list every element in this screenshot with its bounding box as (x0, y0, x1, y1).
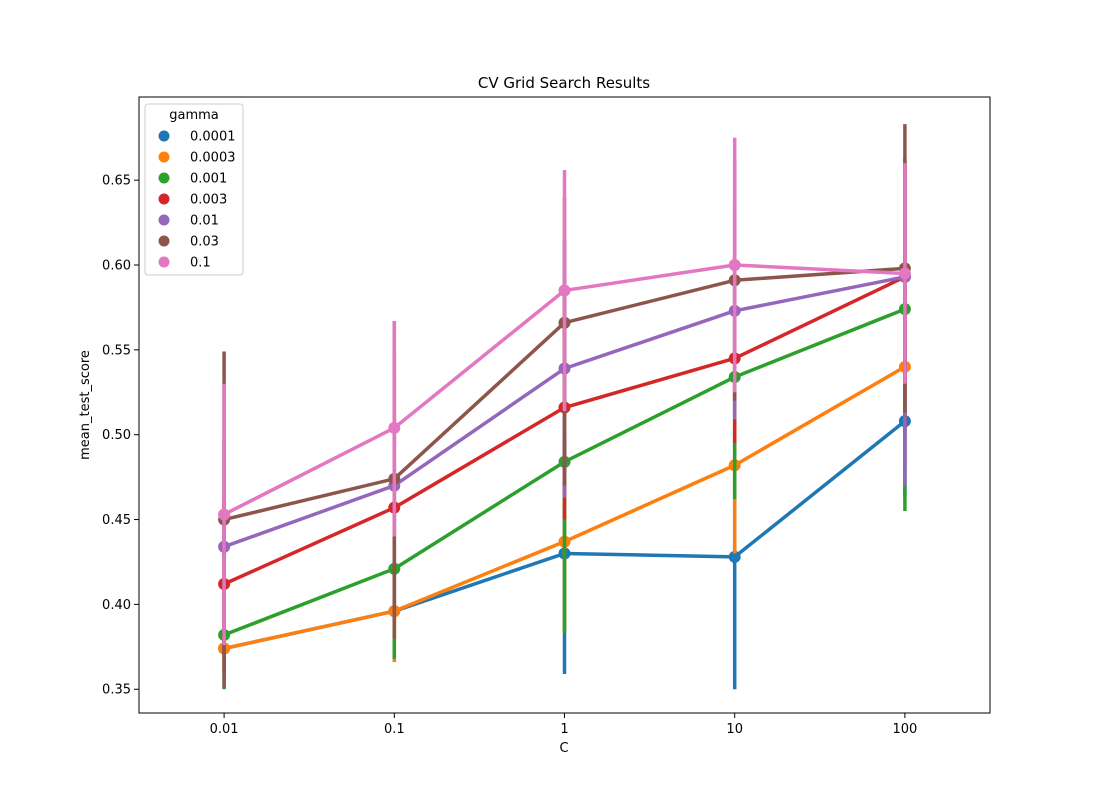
y-tick-label: 0.45 (102, 513, 131, 528)
legend-items: 0.0001 0.0003 0.001 0.003 0.01 0.03 0.1 (158, 130, 236, 271)
legend-label: 0.03 (190, 235, 219, 250)
data-point (218, 508, 231, 521)
legend-marker (158, 193, 170, 205)
legend-box (144, 103, 244, 276)
y-tick-label: 0.50 (102, 428, 131, 443)
legend-marker (158, 172, 170, 184)
legend-label: 0.01 (190, 214, 219, 229)
legend-marker (158, 256, 170, 268)
x-tick-label: 0.01 (210, 722, 239, 737)
series-0.1 (218, 137, 911, 646)
y-tick-label: 0.60 (102, 259, 131, 274)
y-tick-label: 0.55 (102, 343, 131, 358)
legend-title: gamma (169, 108, 219, 123)
x-tick-label: 1 (560, 722, 568, 737)
legend: gamma 0.0001 0.0003 0.001 0.003 0.01 0.03 0.1 (144, 103, 244, 276)
x-axis-label: C (559, 741, 568, 756)
x-tick-label: 10 (726, 722, 743, 737)
legend-marker (158, 214, 170, 226)
y-axis: 0.35 0.40 0.45 0.50 0.55 0.60 0.65 (102, 174, 139, 698)
data-point (388, 421, 401, 434)
x-tick-label: 100 (892, 722, 917, 737)
legend-marker (158, 151, 170, 163)
legend-label: 0.003 (190, 193, 227, 208)
data-point (558, 284, 571, 297)
data-point (728, 550, 741, 563)
x-tick-label: 0.1 (384, 722, 405, 737)
plot-area (218, 124, 911, 690)
legend-marker (158, 130, 170, 142)
data-point (728, 259, 741, 271)
y-tick-label: 0.40 (102, 598, 131, 613)
data-point (898, 267, 911, 280)
legend-label: 0.001 (190, 172, 227, 187)
y-tick-label: 0.65 (102, 174, 131, 189)
legend-label: 0.1 (190, 256, 211, 271)
y-axis-label: mean_test_score (78, 350, 93, 460)
legend-marker (158, 235, 170, 247)
x-axis: 0.01 0.1 1 10 100 (210, 713, 917, 737)
legend-label: 0.0003 (190, 151, 236, 166)
legend-label: 0.0001 (190, 130, 236, 145)
chart-title: CV Grid Search Results (478, 74, 650, 92)
y-tick-label: 0.35 (102, 683, 131, 698)
